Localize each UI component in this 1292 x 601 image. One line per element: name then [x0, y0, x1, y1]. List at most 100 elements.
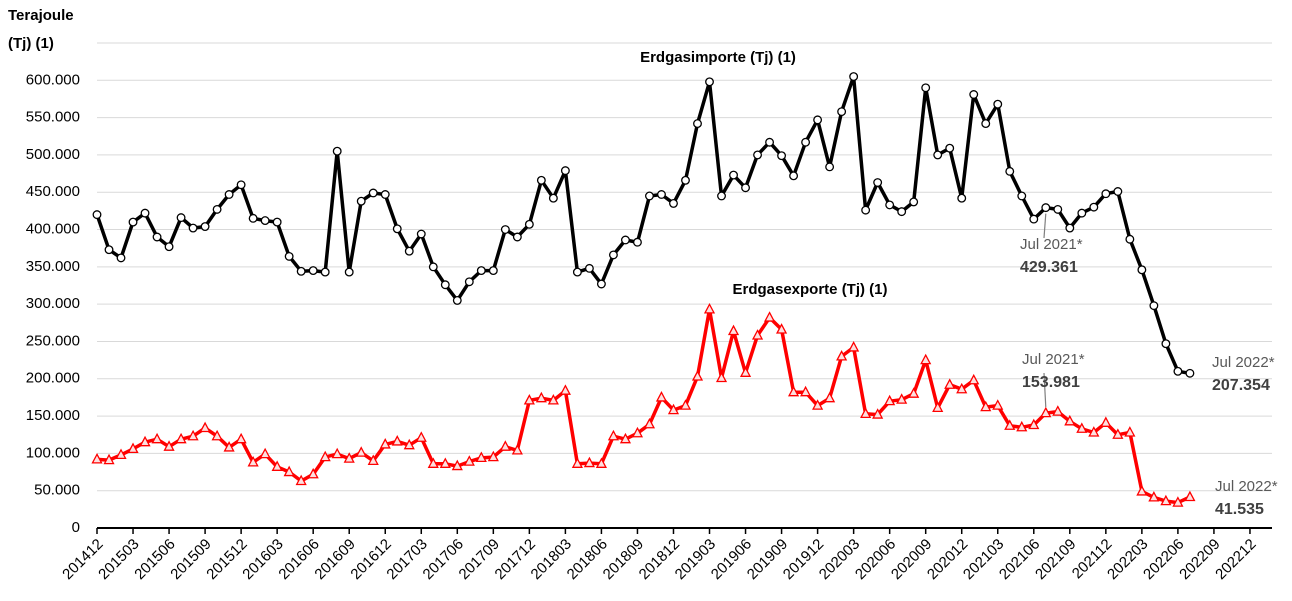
marker: [344, 267, 354, 277]
marker: [620, 235, 630, 245]
marker: [91, 452, 103, 464]
marker: [608, 250, 618, 260]
marker: [1100, 416, 1112, 427]
marker: [92, 210, 102, 220]
marker: [199, 421, 211, 433]
marker: [619, 432, 632, 444]
marker: [1101, 189, 1111, 199]
marker: [945, 143, 955, 153]
marker: [1089, 202, 1099, 212]
marker: [368, 188, 378, 198]
marker: [223, 441, 235, 452]
marker: [176, 213, 186, 223]
marker: [128, 217, 138, 227]
annotation: Jul 2022*: [1212, 354, 1275, 371]
marker: [499, 440, 511, 451]
marker: [164, 242, 174, 252]
marker: [355, 446, 367, 457]
marker: [283, 465, 295, 477]
data-label: 41.535: [1215, 501, 1264, 518]
marker: [1148, 491, 1160, 502]
marker: [872, 408, 884, 419]
marker: [547, 394, 559, 405]
annotation: Jul 2021*: [1020, 236, 1083, 253]
marker: [944, 378, 956, 389]
marker: [669, 198, 678, 208]
marker: [452, 295, 462, 305]
marker: [295, 474, 307, 486]
series-label: Erdgasimporte (Tj) (1): [640, 49, 796, 66]
marker: [800, 385, 812, 397]
marker: [655, 391, 668, 402]
marker: [812, 399, 824, 410]
marker: [631, 426, 644, 438]
marker: [187, 429, 199, 441]
marker: [524, 219, 534, 229]
marker: [667, 403, 680, 415]
y-tick-label: 450.000: [26, 183, 80, 200]
x-tick-label: 202109: [1032, 536, 1079, 583]
marker: [1125, 234, 1135, 244]
marker: [896, 393, 908, 404]
marker: [849, 72, 859, 82]
y-tick-label: 550.000: [26, 109, 80, 126]
marker: [188, 223, 198, 233]
x-tick-label: 202212: [1212, 536, 1259, 583]
marker: [1185, 368, 1195, 378]
marker: [739, 366, 752, 377]
marker: [1028, 418, 1040, 430]
marker: [789, 171, 799, 181]
marker: [1052, 405, 1064, 416]
annotation: Jul 2022*: [1215, 478, 1278, 495]
marker: [356, 196, 366, 206]
marker: [873, 178, 883, 187]
marker: [763, 311, 776, 322]
marker: [487, 450, 499, 462]
marker: [824, 391, 836, 403]
marker: [403, 438, 415, 450]
marker: [380, 190, 390, 199]
marker: [595, 457, 607, 468]
marker: [968, 373, 980, 385]
marker: [1017, 191, 1027, 201]
y-tick-label: 200.000: [26, 370, 80, 387]
y-tick-label: 300.000: [26, 295, 80, 312]
marker: [307, 467, 319, 479]
marker: [151, 432, 163, 444]
marker: [391, 435, 403, 446]
marker: [259, 447, 271, 459]
marker: [116, 253, 126, 263]
marker: [248, 213, 258, 223]
marker: [691, 370, 704, 381]
marker: [981, 119, 991, 129]
marker: [475, 451, 487, 463]
marker: [681, 175, 690, 185]
leader-line: [1043, 372, 1047, 408]
marker: [751, 329, 764, 340]
marker: [536, 175, 546, 185]
marker: [715, 371, 728, 383]
marker: [932, 401, 944, 413]
marker: [212, 204, 222, 214]
y-tick-label: 500.000: [26, 146, 80, 163]
data-label: 153.981: [1022, 374, 1080, 391]
marker: [332, 146, 342, 156]
marker: [1160, 494, 1172, 506]
marker: [260, 216, 270, 226]
marker: [729, 170, 738, 180]
marker: [727, 324, 740, 336]
marker: [115, 448, 127, 460]
marker: [1076, 422, 1088, 433]
y-tick-label: 0: [72, 519, 80, 536]
marker: [788, 385, 800, 397]
marker: [813, 115, 823, 125]
marker: [571, 457, 583, 468]
marker: [224, 190, 234, 199]
y-axis-label: Terajoule: [8, 7, 74, 24]
marker: [200, 222, 210, 232]
marker: [331, 447, 343, 459]
marker: [272, 217, 282, 227]
annotation: Jul 2021*: [1022, 351, 1085, 368]
marker: [559, 384, 571, 395]
marker: [308, 266, 318, 276]
